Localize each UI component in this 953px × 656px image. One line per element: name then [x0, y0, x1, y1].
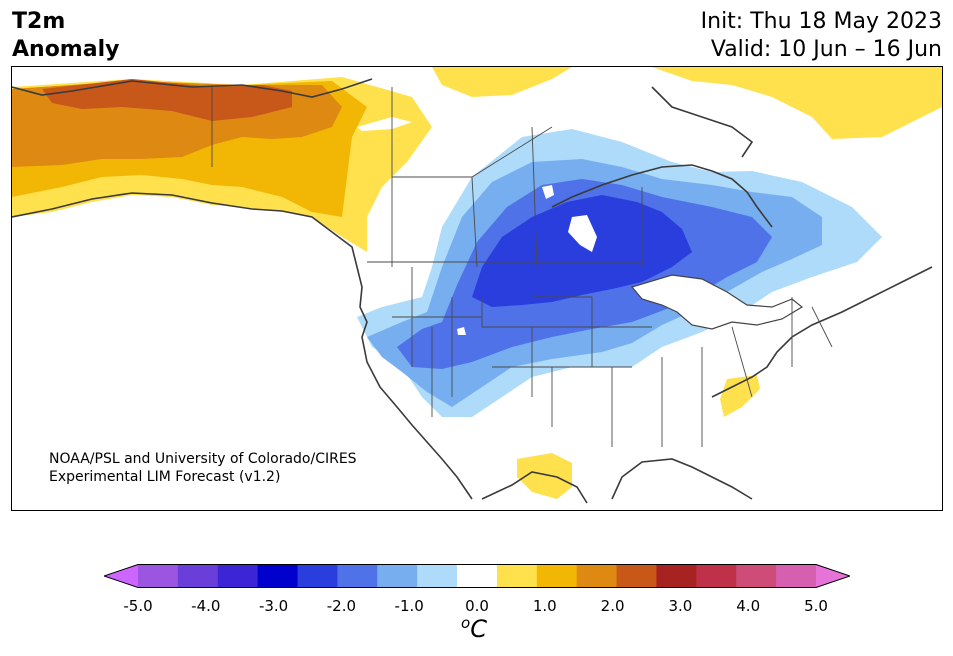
title-line-2: Anomaly	[12, 37, 120, 62]
colorbar-extension-low	[104, 564, 138, 588]
init-date: Init: Thu 18 May 2023	[700, 9, 942, 34]
colorbar-tick-label: 1.0	[532, 597, 557, 615]
colorbar-segment	[776, 564, 817, 588]
anomaly-map	[11, 66, 943, 511]
colorbar-segment	[217, 564, 259, 588]
cool-region-4	[472, 195, 692, 307]
colorbar-tick-label: 0.0	[465, 597, 489, 615]
colorbar-segment	[138, 564, 179, 588]
colorbar-tick-label: -3.0	[258, 597, 289, 615]
colorbar-segment	[536, 564, 578, 588]
colorbar-unit: oC	[461, 614, 487, 643]
lake-1	[568, 215, 597, 252]
colorbar-segment	[177, 564, 219, 588]
warm-region-7	[517, 453, 572, 499]
warm-region-5	[652, 67, 942, 139]
colorbar-extension-high	[816, 564, 850, 588]
colorbar-segment	[576, 564, 618, 588]
warm-region-4	[42, 79, 292, 121]
lake-4	[457, 327, 466, 335]
colorbar-tick-label: -5.0	[123, 597, 153, 615]
great-lakes	[630, 274, 804, 330]
lake-2	[542, 185, 554, 199]
forecast-dates: Init: Thu 18 May 2023 Valid: 10 Jun – 16…	[701, 8, 942, 64]
colorbar-tick-label: -1.0	[394, 597, 424, 615]
colorbar-segment	[736, 564, 777, 588]
colorbar-segment	[656, 564, 697, 588]
map-title: T2m Anomaly	[12, 8, 119, 64]
political-borders	[211, 87, 833, 447]
colorbar-svg	[102, 564, 852, 588]
title-line-1: T2m	[12, 9, 66, 34]
colorbar-tick-label: 5.0	[804, 597, 828, 615]
map-svg	[12, 67, 942, 504]
credit-line-2: Experimental LIM Forecast (v1.2)	[49, 469, 281, 485]
colorbar-tick-label: -2.0	[326, 597, 357, 615]
warm-region-8	[720, 375, 760, 417]
colorbar-segment	[696, 564, 737, 588]
credit-note: NOAA/PSL and University of Colorado/CIRE…	[49, 450, 357, 486]
credit-line-1: NOAA/PSL and University of Colorado/CIRE…	[49, 451, 357, 467]
unit-letter: C	[470, 615, 487, 643]
colorbar-segment	[257, 564, 299, 588]
lake-3	[357, 117, 412, 131]
colorbar-segment	[377, 564, 418, 588]
colorbar	[102, 564, 852, 588]
warm-region-6	[432, 67, 572, 97]
colorbar-segment	[616, 564, 657, 588]
colorbar-tick-label: -4.0	[191, 597, 221, 615]
colorbar-segment	[457, 564, 498, 588]
colorbar-segment	[417, 564, 458, 588]
colorbar-segment	[496, 564, 538, 588]
colorbar-segment	[297, 564, 338, 588]
colorbar-tick-label: 3.0	[668, 597, 693, 615]
colorbar-tick-label: 2.0	[600, 597, 625, 615]
colorbar-tick-label: 4.0	[736, 597, 761, 615]
unit-degree: o	[461, 614, 471, 632]
colorbar-segment	[337, 564, 378, 588]
valid-period: Valid: 10 Jun – 16 Jun	[710, 37, 942, 62]
